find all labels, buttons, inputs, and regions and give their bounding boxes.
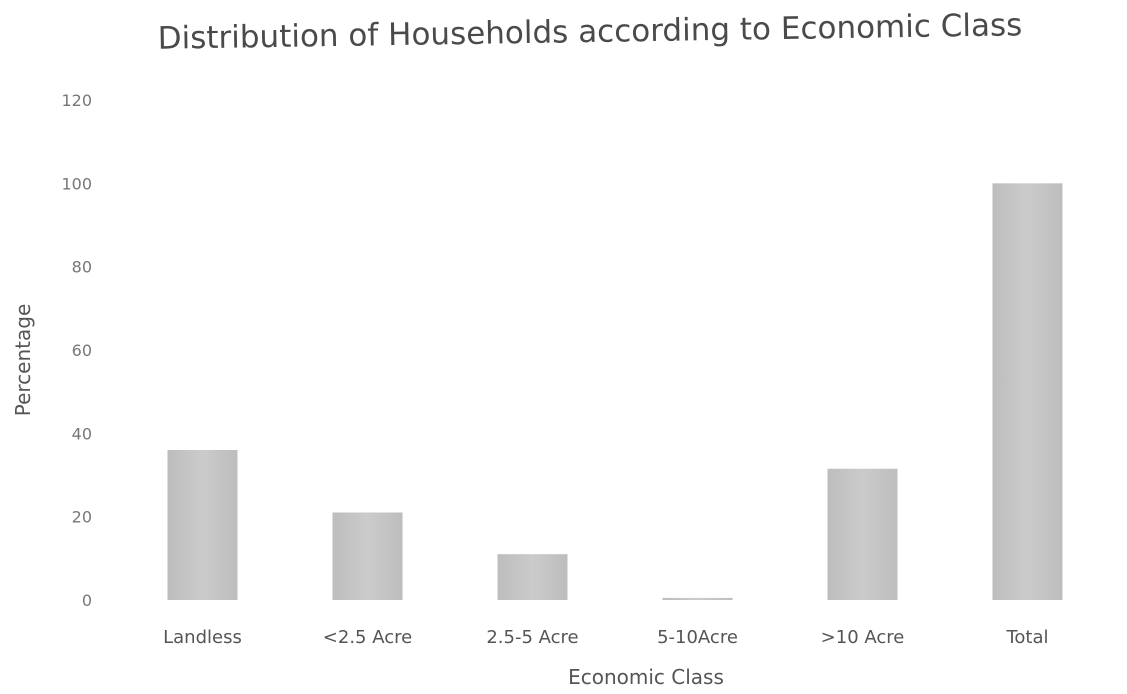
x-tick-label: >10 Acre — [821, 627, 905, 648]
y-tick-label: 60 — [72, 341, 92, 360]
x-axis-labels: Landless <2.5 Acre 2.5-5 Acre 5-10Acre >10 A… — [163, 627, 1048, 648]
bar — [992, 183, 1063, 601]
bar — [332, 512, 403, 600]
x-tick-label: 5-10Acre — [657, 627, 738, 648]
bar — [827, 468, 898, 600]
bar — [167, 450, 238, 600]
bar — [497, 554, 568, 600]
x-axis-title: Economic Class — [568, 665, 724, 689]
y-tick-label: 0 — [82, 591, 92, 610]
bars — [167, 183, 1063, 601]
y-axis-ticks: 0 20 40 60 80 100 120 — [61, 91, 92, 610]
x-tick-label: <2.5 Acre — [323, 627, 412, 648]
y-tick-label: 120 — [61, 91, 92, 110]
y-tick-label: 40 — [72, 424, 92, 443]
y-tick-label: 20 — [72, 508, 92, 527]
x-tick-label: Landless — [163, 627, 242, 648]
y-axis-title: Percentage — [11, 304, 35, 417]
x-tick-label: Total — [1005, 627, 1048, 648]
y-tick-label: 100 — [61, 174, 92, 193]
bar — [662, 597, 733, 600]
x-tick-label: 2.5-5 Acre — [486, 627, 578, 648]
y-tick-label: 80 — [72, 258, 92, 277]
